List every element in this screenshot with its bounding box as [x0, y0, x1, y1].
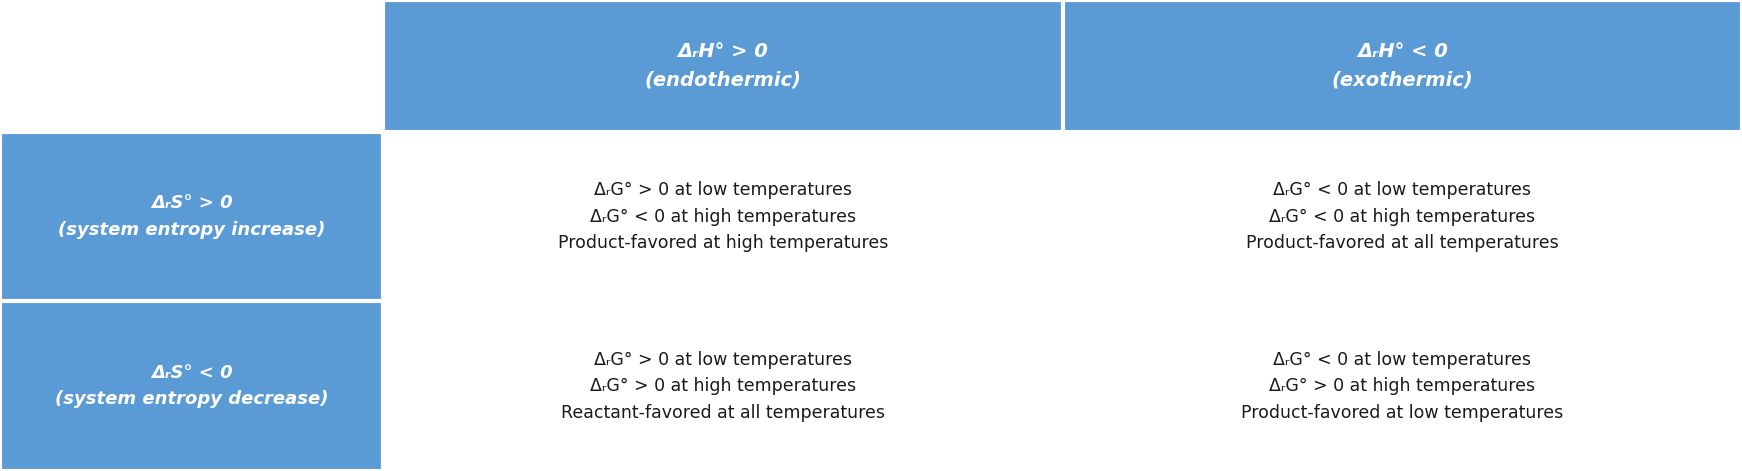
Text: ΔᵣS° > 0
(system entropy increase): ΔᵣS° > 0 (system entropy increase) [57, 195, 326, 239]
Bar [0, 301, 383, 471]
Bar [0, 0, 383, 132]
Text: ΔᵣH° < 0
(exothermic): ΔᵣH° < 0 (exothermic) [1331, 42, 1474, 89]
Bar [1063, 0, 1742, 132]
Bar [1063, 301, 1742, 471]
Bar [383, 301, 1063, 471]
Text: ΔᵣG° < 0 at low temperatures
ΔᵣG° < 0 at high temperatures
Product-favored at al: ΔᵣG° < 0 at low temperatures ΔᵣG° < 0 at… [1246, 181, 1559, 252]
Text: ΔᵣG° > 0 at low temperatures
ΔᵣG° > 0 at high temperatures
Reactant-favored at a: ΔᵣG° > 0 at low temperatures ΔᵣG° > 0 at… [561, 351, 885, 422]
Text: ΔᵣG° < 0 at low temperatures
ΔᵣG° > 0 at high temperatures
Product-favored at lo: ΔᵣG° < 0 at low temperatures ΔᵣG° > 0 at… [1242, 351, 1563, 422]
Bar [1063, 132, 1742, 301]
Bar [0, 132, 383, 301]
Bar [383, 132, 1063, 301]
Bar [383, 0, 1063, 132]
Text: ΔᵣG° > 0 at low temperatures
ΔᵣG° < 0 at high temperatures
Product-favored at hi: ΔᵣG° > 0 at low temperatures ΔᵣG° < 0 at… [557, 181, 888, 252]
Text: ΔᵣH° > 0
(endothermic): ΔᵣH° > 0 (endothermic) [645, 42, 801, 89]
Text: ΔᵣS° < 0
(system entropy decrease): ΔᵣS° < 0 (system entropy decrease) [54, 364, 329, 408]
